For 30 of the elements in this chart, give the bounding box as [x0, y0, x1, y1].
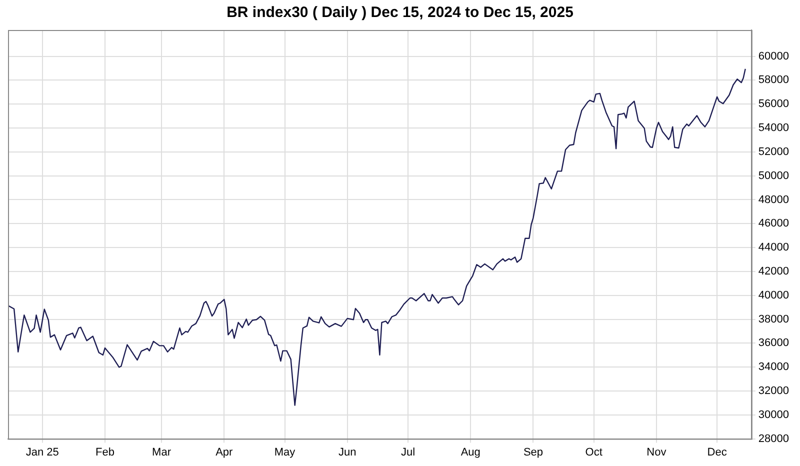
x-tick-label: Aug	[460, 446, 480, 458]
x-tick-label: Nov	[646, 446, 667, 458]
x-tick-label: May	[274, 446, 296, 458]
y-tick-label: 34000	[758, 361, 790, 374]
y-tick-label: 46000	[758, 218, 790, 230]
y-tick-label: 40000	[758, 289, 790, 302]
y-tick-label: 52000	[758, 146, 790, 158]
x-tick-label: Feb	[95, 446, 114, 458]
y-tick-label: 30000	[758, 408, 790, 421]
y-tick-label: 42000	[758, 265, 790, 278]
y-tick-label: 58000	[758, 74, 790, 86]
y-tick-label: 44000	[758, 242, 790, 254]
x-tick-label: Mar	[152, 446, 172, 458]
y-tick-label: 54000	[758, 122, 790, 134]
y-tick-label: 48000	[758, 194, 790, 206]
y-tick-label: 56000	[758, 98, 790, 110]
x-tick-label: Apr	[216, 446, 234, 458]
y-tick-label: 36000	[758, 337, 790, 350]
chart-title: BR index30 ( Daily ) Dec 15, 2024 to Dec 15, 2025	[226, 4, 574, 22]
x-tick-label: Oct	[585, 446, 602, 458]
y-tick-label: 38000	[758, 313, 790, 326]
y-tick-label: 32000	[758, 385, 790, 398]
y-tick-label: 28000	[758, 432, 790, 445]
x-tick-label: Sep	[523, 446, 544, 458]
y-tick-label: 50000	[758, 170, 790, 182]
y-tick-label: 60000	[758, 50, 790, 62]
x-tick-label: Jun	[338, 446, 356, 458]
x-tick-label: Jul	[400, 446, 416, 458]
x-tick-label: Dec	[707, 446, 728, 458]
x-tick-label: Jan 25	[26, 446, 59, 458]
